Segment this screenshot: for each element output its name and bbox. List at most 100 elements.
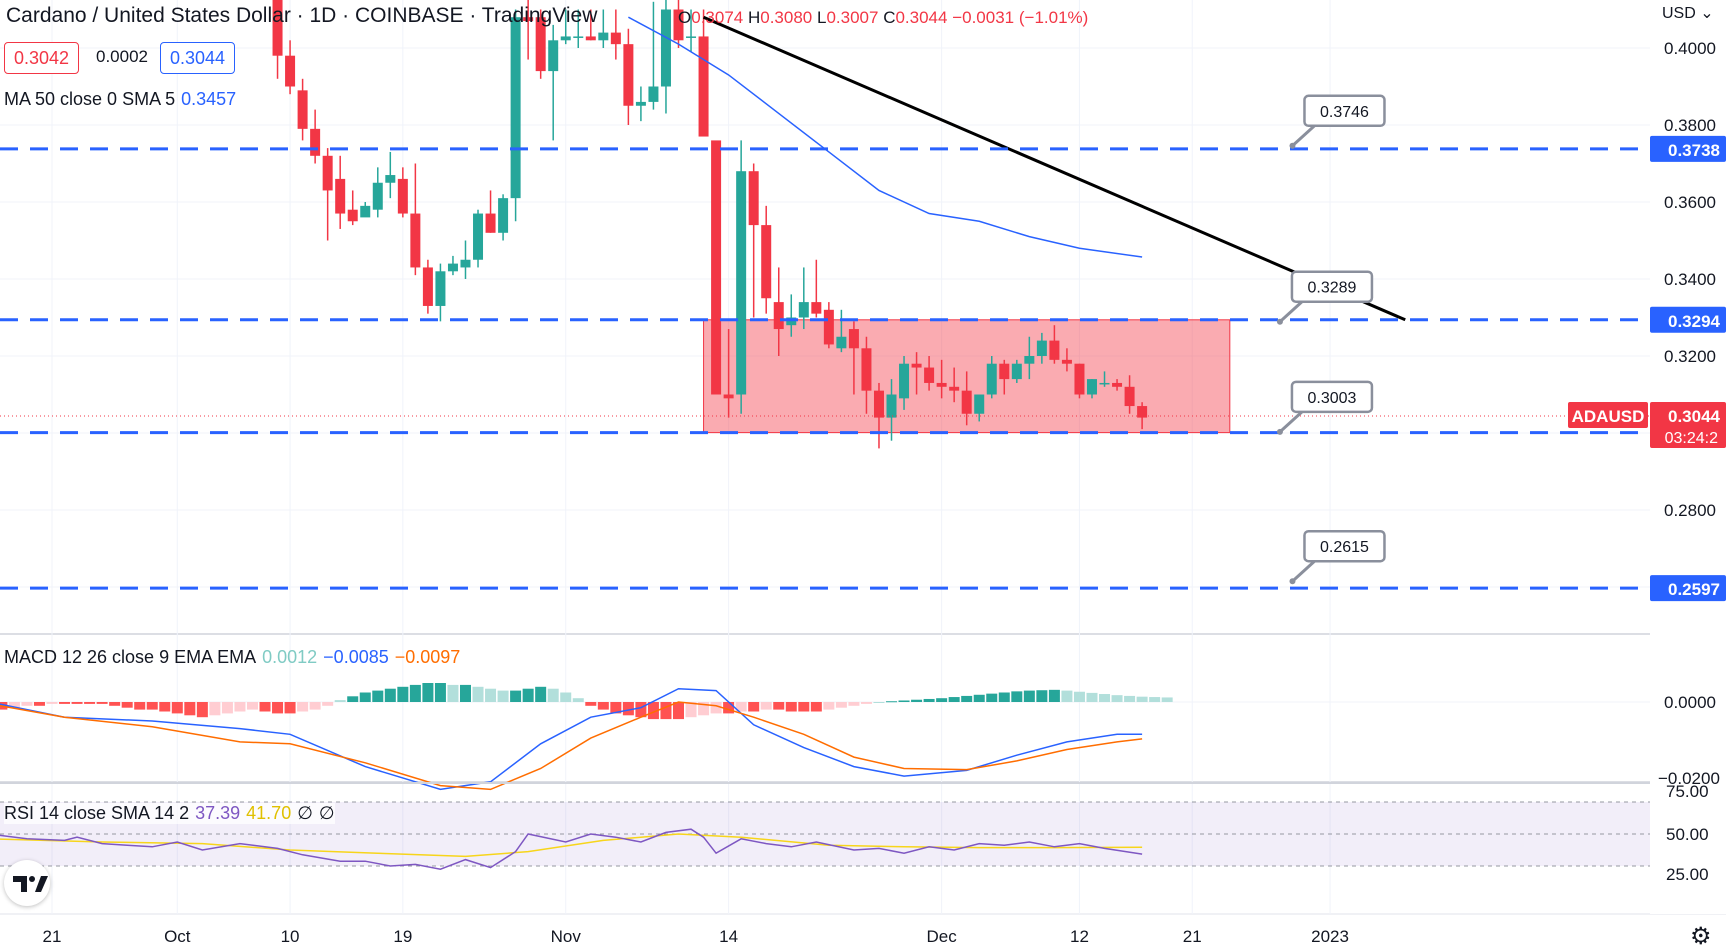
candle-body xyxy=(686,36,697,38)
candle-body xyxy=(498,198,509,233)
macd-histogram-bar xyxy=(372,690,384,702)
candle xyxy=(598,9,609,48)
macd-histogram-bar xyxy=(973,694,985,702)
candle-body xyxy=(1099,382,1110,385)
candle-body xyxy=(585,36,596,41)
candle-body xyxy=(648,86,659,102)
candle-body xyxy=(485,213,496,233)
trendline[interactable] xyxy=(702,15,1406,322)
candle xyxy=(924,356,935,391)
candle-body xyxy=(1124,386,1135,407)
price-tick-label: 0.3200 xyxy=(1664,347,1716,366)
rsi-legend[interactable]: RSI 14 close SMA 14 2 37.39 41.70 ∅ ∅ xyxy=(4,803,335,824)
macd-histogram-bar xyxy=(422,683,434,702)
candle xyxy=(786,294,797,337)
candle xyxy=(473,209,484,268)
macd-histogram-bar xyxy=(1061,690,1073,702)
symbol-tag xyxy=(1568,402,1648,429)
candle xyxy=(673,0,684,48)
macd-legend[interactable]: MACD 12 26 close 9 EMA EMA 0.0012 −0.0085−… xyxy=(4,647,460,668)
macd-histogram-bar xyxy=(359,692,371,702)
candle-body xyxy=(773,302,784,330)
macd-histogram-bar xyxy=(860,702,872,704)
candle xyxy=(397,167,408,218)
level-price-tag-label: 0.2597 xyxy=(1668,580,1720,599)
candle xyxy=(911,352,922,395)
currency-selector[interactable]: USD ⌄ xyxy=(1662,3,1714,23)
price-tick-label: 0.2800 xyxy=(1664,501,1716,520)
candle-body xyxy=(873,390,884,418)
candle-body xyxy=(272,0,283,56)
rsi-sma-value: 41.70 xyxy=(246,803,292,823)
macd-histogram-bar xyxy=(810,702,822,712)
macd-histogram-bar xyxy=(560,692,572,702)
rsi-tick-label: 75.00 xyxy=(1666,782,1709,801)
macd-histogram-bar xyxy=(798,702,810,712)
candle-body xyxy=(823,309,834,345)
macd-histogram-bar xyxy=(522,688,534,702)
callout-label: 0.3289 xyxy=(1307,280,1356,297)
candle xyxy=(899,356,910,410)
rsi-extra-1: ∅ xyxy=(297,803,313,823)
candle xyxy=(1074,363,1085,399)
low-value: 0.3007 xyxy=(826,8,879,27)
time-tick-label: Oct xyxy=(164,927,191,946)
time-tick-label: 12 xyxy=(1070,927,1089,946)
candle xyxy=(285,40,296,95)
candle-body xyxy=(473,213,484,260)
candle-body xyxy=(1049,340,1060,360)
candle-body xyxy=(510,17,521,199)
macd-histogram-bar xyxy=(497,690,509,702)
candle xyxy=(623,28,634,125)
macd-line-value: −0.0085 xyxy=(323,647,389,667)
macd-histogram-bar xyxy=(911,699,923,702)
buy-price-button[interactable]: 0.3044 xyxy=(160,42,236,74)
candle xyxy=(798,267,809,330)
callout-anchor xyxy=(1276,428,1283,435)
macd-histogram-bar xyxy=(572,698,584,702)
macd-histogram-bar xyxy=(159,702,171,712)
macd-histogram-bar xyxy=(146,702,158,710)
open-label: O xyxy=(678,8,692,27)
change-value: −0.0031 (−1.01%) xyxy=(952,8,1089,27)
price-callout[interactable]: 0.3289 xyxy=(1276,270,1374,325)
macd-histogram-bar xyxy=(96,702,108,704)
macd-histogram-bar xyxy=(1161,697,1173,702)
tradingview-logo-glyph xyxy=(13,876,48,892)
macd-histogram-bar xyxy=(685,702,697,718)
tradingview-logo-icon[interactable] xyxy=(4,860,50,906)
price-callout[interactable]: 0.2615 xyxy=(1289,529,1386,585)
macd-histogram-bar xyxy=(384,688,396,702)
macd-histogram-bar xyxy=(998,692,1010,702)
macd-histogram-bar xyxy=(8,702,20,708)
macd-histogram-bar xyxy=(610,702,622,714)
candle xyxy=(435,263,446,322)
macd-histogram-bar xyxy=(1073,691,1085,702)
price-callout[interactable]: 0.3003 xyxy=(1276,380,1374,435)
candle xyxy=(986,356,997,399)
candle-body xyxy=(523,17,534,22)
price-tick-label: 0.3400 xyxy=(1664,270,1716,289)
time-tick-label: 10 xyxy=(281,927,300,946)
macd-histogram-bar xyxy=(246,702,258,710)
candle xyxy=(635,86,646,122)
candle-body xyxy=(748,171,759,226)
price-callout[interactable]: 0.3746 xyxy=(1289,94,1386,149)
sell-price-button[interactable]: 0.3042 xyxy=(4,42,80,74)
candle-body xyxy=(297,90,308,129)
candle-body xyxy=(410,213,421,268)
ma-legend[interactable]: MA 50 close 0 SMA 5 0.3457 xyxy=(4,89,236,110)
candle xyxy=(961,371,972,426)
candle-body xyxy=(347,209,358,222)
macd-histogram-bar xyxy=(434,683,446,702)
candle-body xyxy=(372,182,383,210)
macd-histogram-bar xyxy=(1036,690,1048,702)
candle-body xyxy=(460,259,471,268)
macd-histogram-bar xyxy=(322,702,334,706)
macd-histogram-bar xyxy=(209,702,221,716)
gear-icon[interactable]: ⚙ xyxy=(1690,923,1712,950)
callout-box xyxy=(1303,94,1386,128)
candle-body xyxy=(836,336,847,349)
macd-tick-label: 0.0000 xyxy=(1664,693,1716,712)
